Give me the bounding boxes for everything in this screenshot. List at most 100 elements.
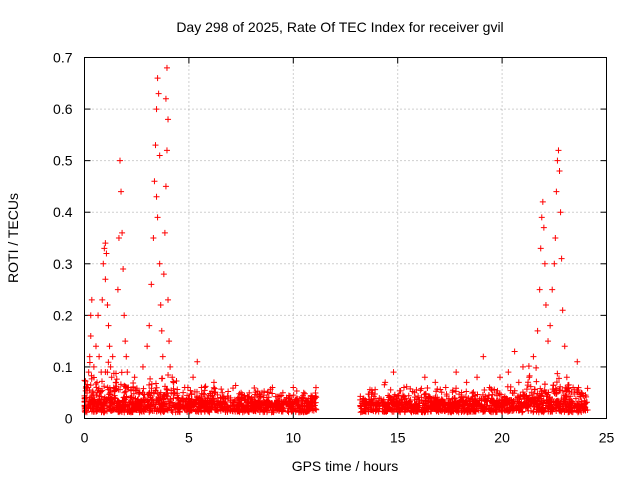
chart-title: Day 298 of 2025, Rate Of TEC Index for r… xyxy=(176,19,503,35)
y-axis-label: ROTI / TECUs xyxy=(5,193,21,283)
data-point xyxy=(86,353,93,360)
data-point xyxy=(574,358,581,365)
data-point xyxy=(554,157,561,164)
x-axis-label: GPS time / hours xyxy=(292,458,399,474)
data-point xyxy=(105,322,112,329)
data-point xyxy=(82,405,89,412)
x-tick-label: 5 xyxy=(185,430,193,446)
data-point xyxy=(158,327,165,334)
data-point xyxy=(561,343,568,350)
data-point xyxy=(162,183,169,190)
data-point xyxy=(122,338,129,345)
data-point xyxy=(92,343,99,350)
data-point xyxy=(519,363,526,370)
y-tick-label: 0 xyxy=(65,411,73,427)
data-point xyxy=(91,400,98,407)
data-point xyxy=(154,75,161,82)
data-point xyxy=(553,188,560,195)
data-point xyxy=(154,214,161,221)
data-point xyxy=(131,374,138,381)
data-point xyxy=(582,400,589,407)
data-point xyxy=(151,178,158,185)
data-point xyxy=(112,379,119,386)
data-point xyxy=(537,245,544,252)
data-point xyxy=(156,260,163,267)
data-point xyxy=(115,235,122,241)
data-point xyxy=(300,389,307,396)
data-point xyxy=(556,167,563,174)
data-point xyxy=(463,379,470,386)
data-point xyxy=(162,95,169,102)
data-point xyxy=(121,312,128,319)
data-point xyxy=(198,384,205,391)
data-point xyxy=(578,389,585,396)
baseline-point-cloud xyxy=(81,359,591,416)
data-point xyxy=(125,384,132,391)
data-point xyxy=(152,142,159,149)
data-point xyxy=(106,343,113,350)
data-point xyxy=(542,302,549,309)
data-point xyxy=(359,400,366,407)
data-point xyxy=(382,379,389,386)
data-point xyxy=(269,384,276,391)
data-point xyxy=(480,353,487,360)
data-point xyxy=(96,353,103,360)
data-point xyxy=(167,363,174,370)
baseline-points xyxy=(81,359,591,416)
data-point xyxy=(171,389,178,396)
data-point xyxy=(156,152,163,159)
data-point xyxy=(530,353,537,360)
data-point xyxy=(497,374,504,381)
data-point xyxy=(159,353,166,360)
data-point xyxy=(279,389,286,396)
data-point xyxy=(536,286,543,293)
data-point xyxy=(421,374,428,381)
data-point xyxy=(157,302,164,309)
x-tick-label: 15 xyxy=(390,430,406,446)
data-point xyxy=(453,369,460,376)
data-point xyxy=(545,338,552,345)
data-point xyxy=(97,389,104,396)
data-point xyxy=(153,106,160,113)
data-point xyxy=(118,188,125,195)
data-point xyxy=(432,379,439,386)
data-point xyxy=(552,235,559,241)
data-point xyxy=(111,394,118,401)
data-point xyxy=(526,374,533,381)
data-point xyxy=(165,296,172,303)
data-point xyxy=(369,389,376,396)
y-tick-label: 0.4 xyxy=(53,204,73,220)
data-point xyxy=(559,307,566,314)
data-point xyxy=(88,296,95,303)
data-point xyxy=(163,147,170,154)
data-point xyxy=(120,265,127,272)
data-point xyxy=(547,322,554,329)
data-point xyxy=(190,374,197,381)
x-tick-label: 0 xyxy=(81,430,89,446)
data-point xyxy=(110,384,117,391)
data-point xyxy=(87,332,94,339)
data-point xyxy=(175,394,182,401)
data-point xyxy=(146,322,153,329)
data-point xyxy=(555,147,562,154)
data-point xyxy=(85,369,92,376)
data-point xyxy=(390,369,397,376)
data-point xyxy=(101,245,108,252)
data-point xyxy=(109,353,116,360)
data-point xyxy=(148,281,155,288)
data-point xyxy=(102,240,109,247)
data-point xyxy=(290,384,297,391)
data-point xyxy=(549,286,556,293)
data-point xyxy=(238,389,245,396)
data-point xyxy=(511,348,518,355)
data-point xyxy=(95,312,102,319)
data-point xyxy=(150,235,157,241)
data-point xyxy=(87,312,94,319)
data-point xyxy=(114,286,121,293)
data-point xyxy=(204,394,211,401)
data-point xyxy=(219,389,226,396)
data-point xyxy=(108,374,115,381)
data-point xyxy=(539,198,546,205)
data-point xyxy=(90,363,97,370)
data-point xyxy=(534,327,541,334)
